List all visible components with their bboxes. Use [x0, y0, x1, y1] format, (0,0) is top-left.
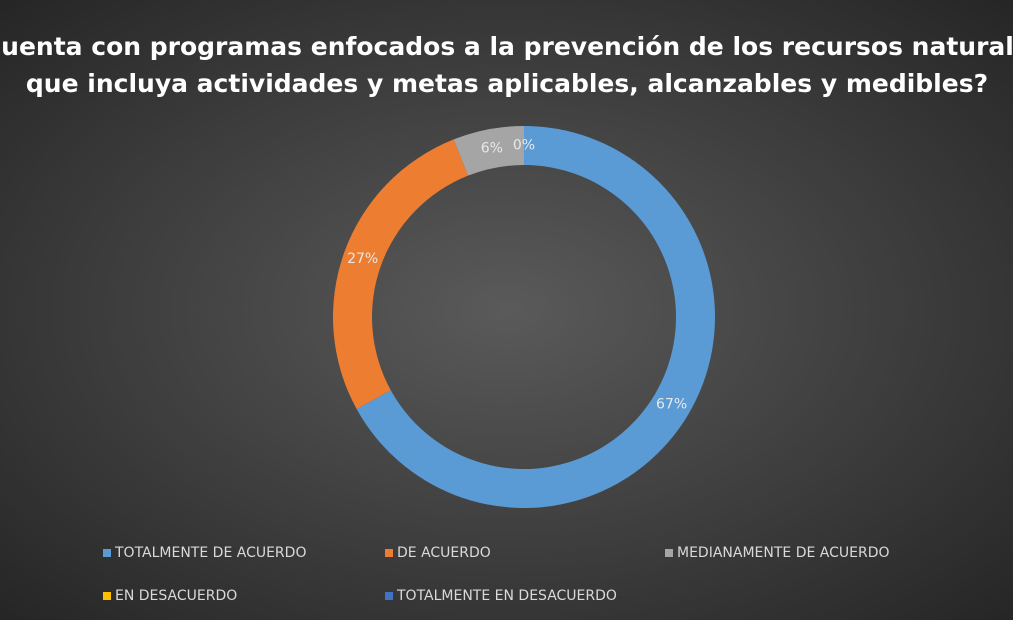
data-label: 67%: [656, 396, 687, 412]
legend-swatch: [665, 549, 673, 557]
legend-label: DE ACUERDO: [397, 545, 491, 561]
data-label: 6%: [481, 141, 503, 157]
legend-swatch: [385, 592, 393, 600]
chart-title: ¿Cuenta con programas enfocados a la pre…: [0, 32, 1013, 61]
doughnut-segment: [453, 126, 524, 176]
data-label: 27%: [347, 251, 378, 267]
chart-title: que incluya actividades y metas aplicabl…: [26, 69, 988, 98]
legend-label: TOTALMENTE EN DESACUERDO: [396, 588, 617, 604]
legend-swatch: [103, 549, 111, 557]
legend-label: MEDIANAMENTE DE ACUERDO: [677, 545, 890, 561]
legend-swatch: [103, 592, 111, 600]
data-label: 0%: [513, 138, 535, 154]
doughnut-segment: [332, 139, 469, 410]
legend-label: TOTALMENTE DE ACUERDO: [114, 545, 306, 561]
legend-label: EN DESACUERDO: [115, 588, 237, 604]
legend-swatch: [385, 549, 393, 557]
